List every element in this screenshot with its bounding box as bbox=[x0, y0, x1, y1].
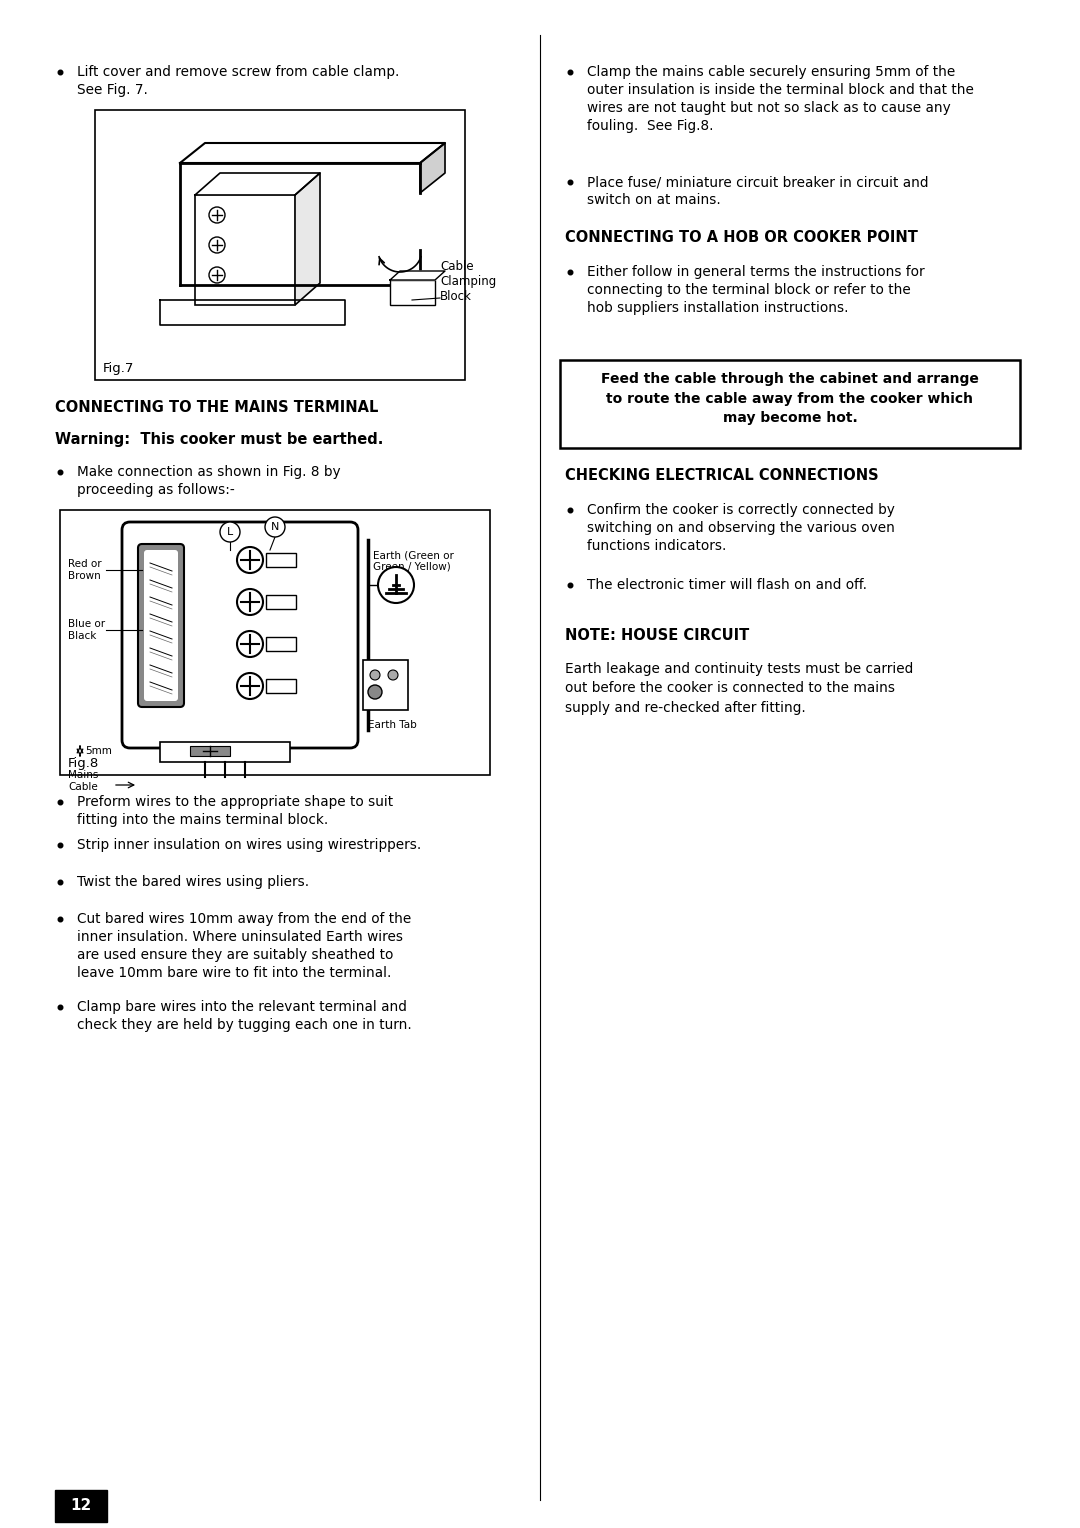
Text: NOTE: HOUSE CIRCUIT: NOTE: HOUSE CIRCUIT bbox=[565, 628, 750, 643]
Text: Preform wires to the appropriate shape to suit: Preform wires to the appropriate shape t… bbox=[77, 795, 393, 808]
Text: switching on and observing the various oven: switching on and observing the various o… bbox=[588, 521, 895, 535]
Text: Feed the cable through the cabinet and arrange
to route the cable away from the : Feed the cable through the cabinet and a… bbox=[602, 371, 978, 425]
Bar bbox=[160, 743, 291, 762]
Text: proceeding as follows:-: proceeding as follows:- bbox=[77, 483, 234, 497]
Polygon shape bbox=[195, 173, 320, 196]
Bar bbox=[266, 637, 296, 651]
Polygon shape bbox=[160, 299, 345, 325]
FancyBboxPatch shape bbox=[122, 523, 357, 749]
Circle shape bbox=[237, 672, 264, 698]
Circle shape bbox=[368, 685, 382, 698]
Text: Red or
Brown: Red or Brown bbox=[68, 559, 102, 581]
Text: Confirm the cooker is correctly connected by: Confirm the cooker is correctly connecte… bbox=[588, 503, 895, 516]
Text: are used ensure they are suitably sheathed to: are used ensure they are suitably sheath… bbox=[77, 947, 393, 963]
Text: Earth Tab: Earth Tab bbox=[368, 720, 417, 730]
Circle shape bbox=[378, 567, 414, 604]
Bar bbox=[266, 594, 296, 610]
Bar bbox=[390, 280, 435, 306]
Text: switch on at mains.: switch on at mains. bbox=[588, 193, 720, 206]
Text: See Fig. 7.: See Fig. 7. bbox=[77, 83, 148, 96]
Circle shape bbox=[237, 547, 264, 573]
Text: CONNECTING TO A HOB OR COOKER POINT: CONNECTING TO A HOB OR COOKER POINT bbox=[565, 231, 918, 244]
Text: fitting into the mains terminal block.: fitting into the mains terminal block. bbox=[77, 813, 328, 827]
Text: Earth (Green or
Green / Yellow): Earth (Green or Green / Yellow) bbox=[373, 550, 454, 571]
Text: functions indicators.: functions indicators. bbox=[588, 539, 727, 553]
Text: Earth leakage and continuity tests must be carried
out before the cooker is conn: Earth leakage and continuity tests must … bbox=[565, 662, 914, 715]
Text: Clamp the mains cable securely ensuring 5mm of the: Clamp the mains cable securely ensuring … bbox=[588, 66, 955, 79]
Text: outer insulation is inside the terminal block and that the: outer insulation is inside the terminal … bbox=[588, 83, 974, 96]
Bar bbox=[55, 1490, 107, 1522]
Text: Mains
Cable: Mains Cable bbox=[68, 770, 98, 792]
Text: The electronic timer will flash on and off.: The electronic timer will flash on and o… bbox=[588, 578, 867, 591]
Text: Strip inner insulation on wires using wirestrippers.: Strip inner insulation on wires using wi… bbox=[77, 837, 421, 853]
Text: Cut bared wires 10mm away from the end of the: Cut bared wires 10mm away from the end o… bbox=[77, 912, 411, 926]
Bar bbox=[561, 361, 1020, 448]
Text: Twist the bared wires using pliers.: Twist the bared wires using pliers. bbox=[77, 876, 309, 889]
Text: Make connection as shown in Fig. 8 by: Make connection as shown in Fig. 8 by bbox=[77, 465, 340, 478]
Bar bbox=[95, 110, 465, 380]
Text: Either follow in general terms the instructions for: Either follow in general terms the instr… bbox=[588, 264, 924, 280]
Polygon shape bbox=[420, 144, 445, 193]
Bar bbox=[195, 196, 295, 306]
Text: CHECKING ELECTRICAL CONNECTIONS: CHECKING ELECTRICAL CONNECTIONS bbox=[565, 468, 879, 483]
Circle shape bbox=[220, 523, 240, 542]
Text: 5mm: 5mm bbox=[85, 746, 112, 756]
Text: Cable
Clamping
Block: Cable Clamping Block bbox=[440, 260, 496, 303]
Bar bbox=[363, 660, 408, 711]
Text: Blue or
Black: Blue or Black bbox=[68, 619, 105, 640]
Bar bbox=[190, 746, 230, 756]
Text: Fig.7: Fig.7 bbox=[103, 362, 134, 374]
Text: 12: 12 bbox=[70, 1499, 92, 1514]
FancyBboxPatch shape bbox=[144, 550, 178, 701]
Polygon shape bbox=[295, 173, 320, 306]
Text: fouling.  See Fig.8.: fouling. See Fig.8. bbox=[588, 119, 714, 133]
Text: leave 10mm bare wire to fit into the terminal.: leave 10mm bare wire to fit into the ter… bbox=[77, 966, 391, 979]
Circle shape bbox=[210, 267, 225, 283]
Text: N: N bbox=[271, 523, 280, 532]
Bar bbox=[266, 678, 296, 694]
Circle shape bbox=[237, 588, 264, 614]
Circle shape bbox=[370, 669, 380, 680]
Text: CONNECTING TO THE MAINS TERMINAL: CONNECTING TO THE MAINS TERMINAL bbox=[55, 400, 378, 416]
Text: wires are not taught but not so slack as to cause any: wires are not taught but not so slack as… bbox=[588, 101, 950, 115]
Text: Fig.8: Fig.8 bbox=[68, 756, 99, 770]
FancyBboxPatch shape bbox=[138, 544, 184, 707]
Circle shape bbox=[210, 237, 225, 254]
Text: connecting to the terminal block or refer to the: connecting to the terminal block or refe… bbox=[588, 283, 910, 296]
Text: inner insulation. Where uninsulated Earth wires: inner insulation. Where uninsulated Eart… bbox=[77, 931, 403, 944]
Bar bbox=[266, 553, 296, 567]
Polygon shape bbox=[180, 144, 445, 163]
Circle shape bbox=[210, 206, 225, 223]
Circle shape bbox=[237, 631, 264, 657]
Text: hob suppliers installation instructions.: hob suppliers installation instructions. bbox=[588, 301, 849, 315]
Circle shape bbox=[265, 516, 285, 536]
Text: Place fuse/ miniature circuit breaker in circuit and: Place fuse/ miniature circuit breaker in… bbox=[588, 176, 929, 189]
Polygon shape bbox=[390, 270, 445, 280]
Text: check they are held by tugging each one in turn.: check they are held by tugging each one … bbox=[77, 1018, 411, 1031]
Bar bbox=[60, 510, 490, 775]
Text: L: L bbox=[227, 527, 233, 536]
Circle shape bbox=[388, 669, 399, 680]
Text: Lift cover and remove screw from cable clamp.: Lift cover and remove screw from cable c… bbox=[77, 66, 400, 79]
Text: Clamp bare wires into the relevant terminal and: Clamp bare wires into the relevant termi… bbox=[77, 999, 407, 1015]
Text: Warning:  This cooker must be earthed.: Warning: This cooker must be earthed. bbox=[55, 432, 383, 448]
